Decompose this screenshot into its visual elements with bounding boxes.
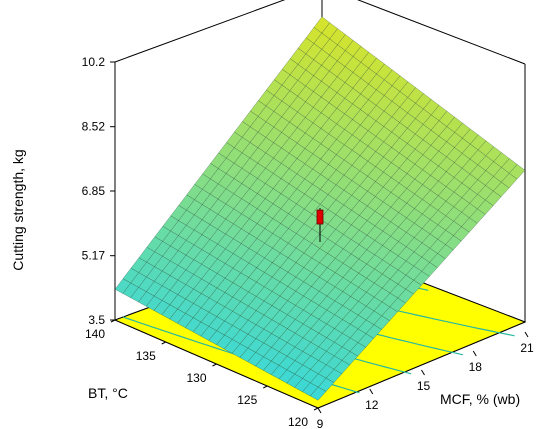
mcf-tick-label: 18: [469, 360, 483, 374]
z-axis-title: Cutting strength, kg: [10, 149, 26, 270]
mcf-tick-mark: [421, 369, 425, 376]
bt-tick-label: 140: [85, 327, 105, 341]
box-edge: [114, 0, 286, 63]
response-surface: [114, 16, 526, 401]
bt-tick-label: 120: [288, 415, 308, 429]
box-edge: [357, 0, 526, 65]
mcf-tick-mark: [369, 388, 374, 395]
z-tick-label: 6.85: [82, 184, 106, 198]
z-tick-label: 10.2: [82, 55, 106, 69]
bt-tick-mark: [110, 319, 116, 323]
bt-tick-mark: [161, 341, 166, 345]
z-tick-label: 3.5: [88, 313, 105, 327]
bt-axis-ticks: 140 135 130 125 120: [85, 319, 319, 429]
mcf-axis-title: MCF, % (wb): [440, 391, 520, 407]
bt-tick-mark: [313, 407, 319, 411]
z-tick-label: 5.17: [82, 249, 106, 263]
bt-tick-label: 135: [136, 349, 156, 363]
mcf-tick-label: 15: [417, 379, 431, 393]
bt-tick-label: 130: [186, 371, 206, 385]
mcf-tick-mark: [524, 331, 529, 338]
design-point-marker: [316, 208, 324, 243]
mcf-tick-mark: [472, 350, 477, 357]
mcf-axis-ticks: 9 12 15 18 21: [317, 331, 534, 429]
bt-axis-title: BT, °C: [88, 385, 128, 401]
mcf-tick-mark: [317, 407, 322, 414]
bt-tick-label: 125: [237, 393, 257, 407]
mcf-tick-label: 9: [317, 417, 324, 429]
bt-tick-mark: [212, 363, 217, 367]
mcf-tick-label: 21: [520, 341, 534, 355]
z-tick-label: 8.52: [82, 120, 106, 134]
bt-tick-mark: [263, 385, 268, 389]
surface-cell: [309, 386, 327, 401]
marker-box: [316, 209, 324, 225]
z-axis-ticks: 3.5 5.17 6.85 8.52 10.2: [82, 55, 115, 327]
mcf-tick-label: 12: [365, 398, 379, 412]
